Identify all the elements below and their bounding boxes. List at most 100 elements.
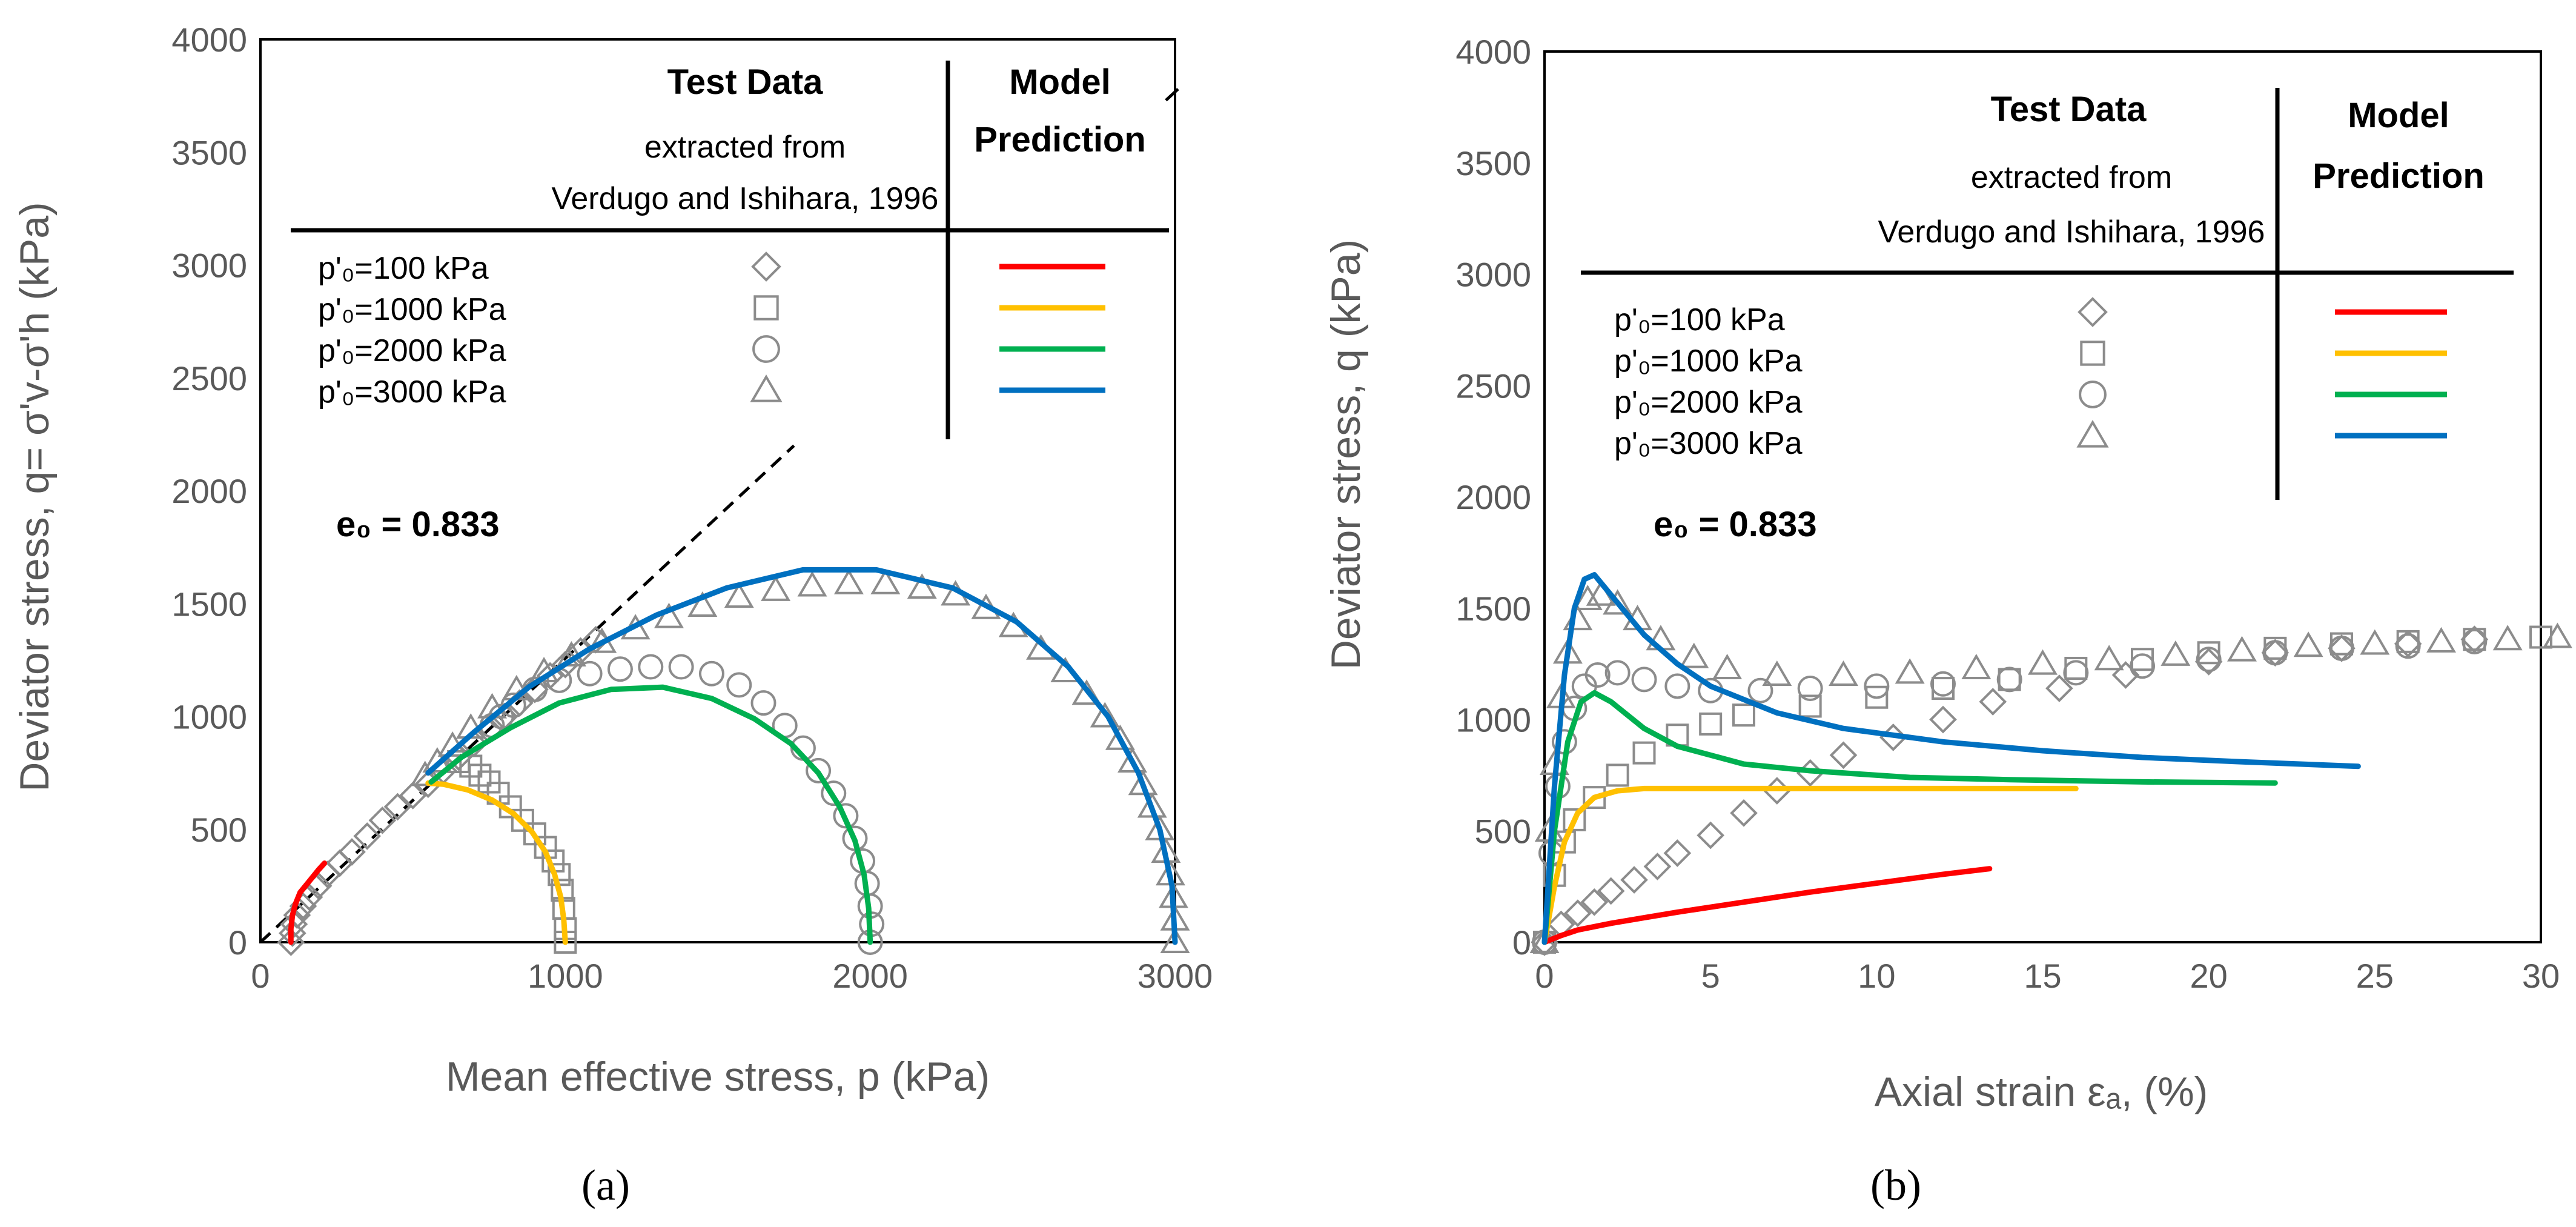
test-point-diamond [338,838,366,866]
legend-markers [2076,297,2447,448]
test-point-diamond [2460,625,2489,654]
test-point-diamond [2111,661,2140,689]
y-tick-label: 2000 [1455,478,1531,516]
test-point-circle [2262,640,2288,666]
test-point-triangle [870,568,901,594]
y-axis-title: Deviator stress, q (kPa) [1323,239,1369,670]
model-curve [425,780,568,945]
y-tick-label: 2000 [171,472,247,510]
test-point-diamond [1829,741,1858,770]
test-point-triangle [1572,585,1603,611]
legend: Test Data extracted from Verdugo and Ish… [1581,88,2514,500]
test-point-triangle [687,591,718,617]
test-point-triangle [1563,605,1593,631]
test-point-square [1998,668,2021,691]
test-point-diamond [1620,866,1648,894]
model-prediction-curves [1541,572,2361,945]
test-point-circle [2329,635,2354,661]
test-point-circle [577,660,603,687]
test-point-diamond [1697,821,1724,850]
test-point-circle [1797,676,1823,702]
chart-panel-b: 0 500 1000 1500 2000 2500 3000 3500 4000 0 5 10 15 2… [1323,33,2572,1209]
x-tick-label: 0 [1535,957,1554,995]
test-point-diamond [1929,705,1957,734]
test-point-triangle [1090,702,1120,728]
x-tick-label: 5 [1701,957,1720,995]
y-tick-label: 4000 [1455,33,1531,71]
test-point-square [1798,694,1822,718]
test-point-circle [607,656,633,682]
legend-entry-3: p'₀=2000 kPa [318,333,506,368]
test-point-circle [806,757,832,783]
x-tick-labels: 0 1000 2000 3000 [251,957,1213,995]
test-point-circle [1747,677,1773,703]
y-tick-label: 1500 [171,585,247,623]
legend-test-header: Test Data [1991,90,2147,129]
test-point-circle [1631,667,1657,693]
test-point-triangle [1128,770,1158,796]
test-point-circle [1864,673,1890,699]
test-point-circle [833,803,859,829]
test-point-triangle [1961,654,1992,679]
test-point-square [459,754,483,778]
test-point-circle [1584,662,1611,688]
plot-frame [1543,50,2542,943]
test-point-circle [1996,667,2022,693]
test-point-triangle [797,571,827,597]
model-curve [1541,690,2278,945]
test-point-circle [726,672,752,698]
test-point-triangle [2360,629,2390,655]
test-point-triangle [1762,660,1792,686]
test-point-diamond [326,849,354,877]
model-curve [1541,785,2079,945]
y-tick-label: 2500 [1455,367,1531,405]
legend-model-header-1: Model [1009,62,1111,102]
model-prediction-curves [288,567,1178,945]
legend-marker-triangle [750,374,783,402]
test-point-circle [638,654,664,680]
legend-marker-square [2080,341,2105,366]
test-point-diamond [2394,630,2422,658]
test-point-triangle [1603,589,1633,615]
test-point-diamond [1663,839,1692,867]
x-tick-label: 20 [2190,957,2228,995]
test-point-diamond [1730,799,1758,827]
y-tick-labels: 0 500 1000 1500 2000 2500 3000 3500 4000 [171,21,247,962]
legend-entry-4: p'₀=3000 kPa [1614,426,1803,461]
test-point-circle [750,690,776,716]
test-point-circle [821,780,847,806]
test-point-triangle [1829,660,1858,686]
legend-marker-diamond [751,251,781,282]
test-point-triangle [1071,679,1102,705]
model-curve [288,860,328,945]
test-point-triangle [724,582,754,608]
test-point-square [1606,763,1629,787]
y-axis-title: Deviator stress, q= σ'v-σ'h (kPa) [12,202,58,791]
test-point-diamond [383,793,412,821]
test-point-triangle [1679,642,1709,668]
test-point-circle [2130,653,2155,679]
test-point-circle [698,660,724,687]
test-point-diamond [1580,888,1609,916]
y-tick-labels: 0 500 1000 1500 2000 2500 3000 3500 4000 [1455,33,1531,962]
test-data-markers [1529,580,2572,956]
x-tick-label: 25 [2356,957,2394,995]
legend-marker-diamond [2078,297,2108,327]
legend-model-header-2: Prediction [2313,156,2485,196]
test-point-triangle [1712,654,1743,679]
test-point-diamond [399,782,427,810]
test-point-diamond [1564,899,1592,928]
x-tick-label: 3000 [1137,957,1213,995]
subcaption-a: (a) [581,1161,630,1209]
test-point-square [1699,712,1723,736]
y-tick-label: 3000 [171,247,247,285]
x-tick-label: 10 [1858,957,1895,995]
y-tick-label: 0 [1512,923,1531,962]
plot-frame [259,38,1176,943]
test-point-diamond [283,901,311,929]
test-point-square [1732,703,1755,727]
legend-entry-2: p'₀=1000 kPa [1614,344,1803,379]
test-point-square [1583,786,1606,810]
test-point-square [1632,741,1656,765]
legend-marker-triangle [2076,420,2109,448]
